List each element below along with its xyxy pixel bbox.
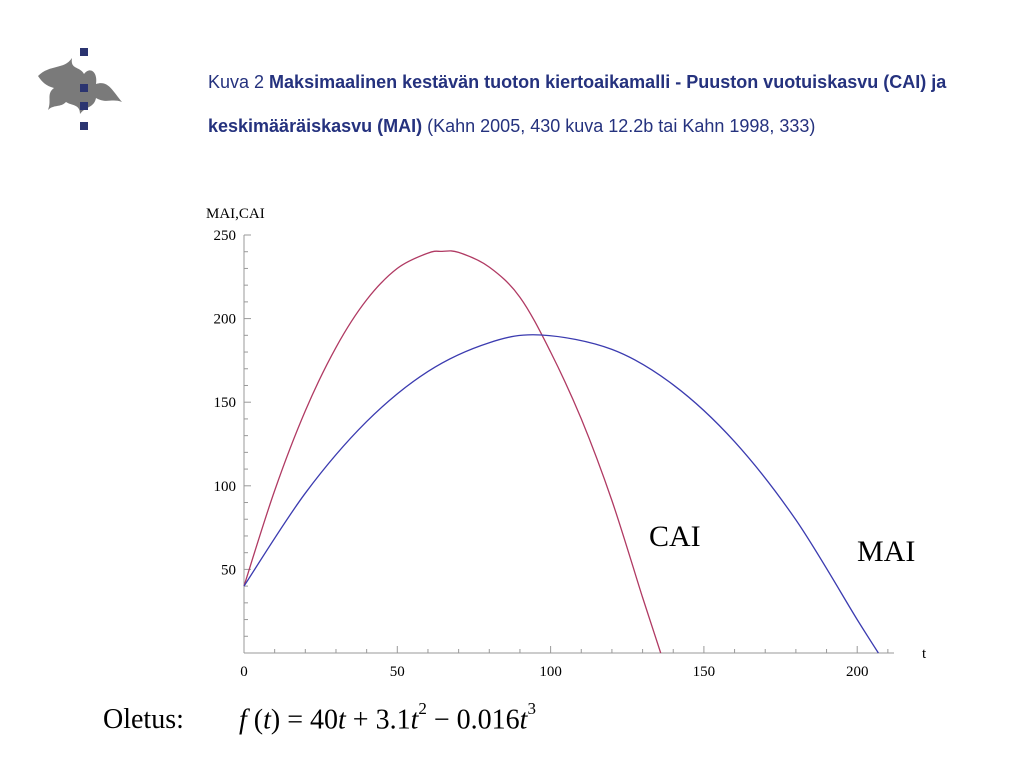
- formula-lead: Oletus:: [103, 704, 184, 736]
- x-tick-label: 50: [390, 664, 405, 680]
- y-tick-label: 250: [214, 228, 237, 244]
- university-logo: [36, 44, 132, 136]
- y-tick-label: 150: [214, 395, 237, 411]
- x-tick-label: 150: [693, 664, 716, 680]
- mai-curve-label: MAI: [857, 535, 915, 568]
- series-cai-line: [243, 250, 662, 654]
- caption-bold-title: Maksimaalinen kestävän tuoton kiertoaika…: [208, 72, 947, 136]
- y-tick-label: 200: [214, 312, 237, 328]
- cai-curve-label: CAI: [649, 520, 701, 553]
- caption-citation: (Kahn 2005, 430 kuva 12.2b tai Kahn 1998…: [422, 116, 816, 136]
- x-tick-label: 100: [539, 664, 562, 680]
- x-tick-label: 0: [240, 664, 248, 680]
- y-tick-label: 50: [221, 562, 236, 578]
- caption-prefix: Kuva 2: [208, 72, 270, 92]
- mai-cai-chart: MAI,CAI t 0 50 100 150 200 50 100 150 200 250 CAI…: [206, 206, 927, 680]
- figure-caption: Kuva 2 Maksimaalinen kestävän tuoton kie…: [208, 60, 978, 148]
- tick-marks: [243, 234, 889, 653]
- logo-dot: [80, 84, 88, 92]
- x-tick-label: 200: [846, 664, 869, 680]
- curves: [243, 250, 879, 654]
- logo-dot: [80, 122, 88, 130]
- logo-dot: [80, 102, 88, 110]
- model-formula: Oletus: f (t) = 40t + 3.1t2 − 0.016t3: [103, 699, 536, 736]
- y-tick-label: 100: [214, 479, 237, 495]
- formula-f: f: [239, 704, 247, 736]
- logo-dot: [80, 48, 88, 56]
- series-mai-line: [243, 334, 879, 654]
- axes: [243, 235, 894, 654]
- x-axis-title: t: [922, 646, 927, 662]
- tick-labels: 0 50 100 150 200 50 100 150 200 250: [214, 228, 869, 680]
- y-axis-title: MAI,CAI: [206, 206, 265, 222]
